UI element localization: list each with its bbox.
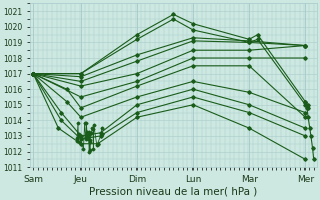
X-axis label: Pression niveau de la mer( hPa ): Pression niveau de la mer( hPa ) <box>89 187 258 197</box>
